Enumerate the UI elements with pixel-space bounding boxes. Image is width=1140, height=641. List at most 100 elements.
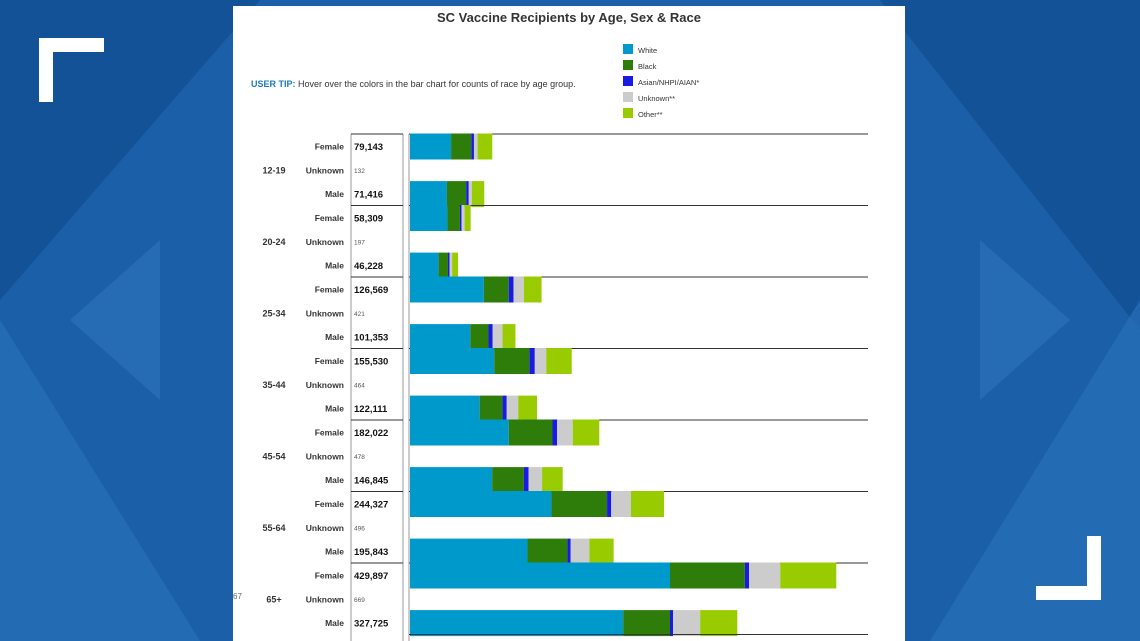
sex-label: Male (325, 189, 344, 199)
bar-segment[interactable] (494, 348, 530, 374)
bar-segment[interactable] (449, 252, 453, 279)
bar-segment[interactable] (477, 133, 493, 160)
bar-segment[interactable] (523, 467, 529, 494)
bar-segment[interactable] (447, 205, 460, 231)
bar-segment[interactable] (410, 467, 493, 494)
total-value: 478 (354, 454, 365, 461)
bar-segment[interactable] (631, 491, 665, 517)
user-tip-label: USER TIP: (251, 79, 296, 89)
bar-segment[interactable] (513, 276, 524, 303)
bar-segment[interactable] (673, 610, 701, 637)
bar-segment[interactable] (410, 538, 528, 565)
bar-segment[interactable] (410, 205, 448, 231)
bar-segment[interactable] (466, 181, 469, 208)
bar-segment[interactable] (551, 491, 608, 517)
sex-label: Male (325, 261, 344, 271)
total-value: 122,111 (354, 404, 388, 415)
stacked-bar-chart[interactable]: 12-19 Female 79,143 Unknown 132 Male 71,416 20-… (233, 6, 905, 641)
bar-segment[interactable] (464, 205, 471, 231)
bar-segment[interactable] (410, 491, 552, 517)
bar-segment[interactable] (502, 395, 507, 422)
bar-segment[interactable] (508, 276, 514, 303)
bar-segment[interactable] (438, 252, 448, 279)
sex-label: Unknown (306, 308, 344, 318)
bar-segment[interactable] (502, 324, 516, 351)
legend-label: Black (638, 62, 657, 71)
bar-segment[interactable] (780, 562, 837, 589)
bar-segment[interactable] (534, 348, 547, 374)
sex-label: Female (315, 428, 345, 438)
bar-segment[interactable] (410, 610, 624, 637)
bar-segment[interactable] (567, 538, 571, 565)
bar-segment[interactable] (410, 133, 452, 160)
bar-segment[interactable] (572, 419, 600, 446)
age-group-label: 20-24 (262, 237, 285, 247)
bar-segment[interactable] (607, 491, 612, 517)
age-group-label: 25-34 (262, 309, 285, 319)
legend-label: Unknown** (638, 94, 676, 103)
bar-segment[interactable] (459, 205, 462, 231)
bar-segment[interactable] (410, 348, 495, 374)
bar-segment[interactable] (744, 562, 750, 589)
bar-segment[interactable] (410, 181, 447, 208)
sex-label: Female (315, 213, 345, 223)
bar-segment[interactable] (749, 562, 781, 589)
chart-title: SC Vaccine Recipients by Age, Sex & Race (437, 10, 701, 25)
bar-segment[interactable] (410, 419, 509, 446)
total-value: 421 (354, 311, 365, 318)
bar-segment[interactable] (471, 181, 485, 208)
bar-segment[interactable] (529, 348, 535, 374)
bar-segment[interactable] (470, 324, 489, 351)
bar-segment[interactable] (611, 491, 631, 517)
age-group-label: 55-64 (262, 523, 285, 533)
bar-segment[interactable] (452, 252, 459, 279)
legend-swatch (623, 108, 633, 118)
bar-segment[interactable] (410, 252, 439, 279)
bar-segment[interactable] (473, 133, 478, 160)
bar-segment[interactable] (518, 395, 537, 422)
bar-segment[interactable] (410, 395, 480, 422)
bar-segment[interactable] (447, 252, 450, 279)
bar-segment[interactable] (542, 467, 563, 494)
total-value: 197 (354, 239, 365, 246)
bar-segment[interactable] (508, 419, 553, 446)
bar-segment[interactable] (546, 348, 572, 374)
total-value: 132 (354, 168, 365, 175)
bar-segment[interactable] (670, 610, 674, 637)
bar-segment[interactable] (589, 538, 614, 565)
bar-segment[interactable] (410, 276, 484, 303)
bar-segment[interactable] (488, 324, 493, 351)
bar-segment[interactable] (506, 395, 519, 422)
bar-segment[interactable] (527, 538, 568, 565)
sex-label: Male (325, 618, 344, 628)
bar-segment[interactable] (492, 467, 524, 494)
bar-segment[interactable] (410, 562, 670, 589)
bar-segment[interactable] (471, 133, 474, 160)
bar-segment[interactable] (451, 133, 472, 160)
bar-segment[interactable] (483, 276, 509, 303)
bar-segment[interactable] (468, 181, 472, 208)
age-group-label: 35-44 (262, 380, 285, 390)
total-value: 58,309 (354, 214, 383, 225)
sex-label: Unknown (306, 165, 344, 175)
bar-segment[interactable] (670, 562, 745, 589)
bar-segment[interactable] (523, 276, 542, 303)
bar-segment[interactable] (492, 324, 503, 351)
bar-segment[interactable] (446, 181, 467, 208)
bar-segment[interactable] (570, 538, 590, 565)
bar-segment[interactable] (410, 324, 471, 351)
total-value: 496 (354, 525, 365, 532)
sex-label: Male (325, 547, 344, 557)
bar-segment[interactable] (557, 419, 573, 446)
bar-segment[interactable] (528, 467, 543, 494)
bar-segment[interactable] (479, 395, 503, 422)
total-value: 195,843 (354, 547, 388, 558)
legend-swatch (623, 76, 633, 86)
bar-segment[interactable] (552, 419, 558, 446)
corner-mark-top-left (39, 38, 104, 52)
bar-segment[interactable] (461, 205, 465, 231)
bar-segment[interactable] (623, 610, 670, 637)
bar-segment[interactable] (700, 610, 738, 637)
total-value: 155,530 (354, 357, 388, 368)
user-tip-text: Hover over the colors in the bar chart f… (295, 79, 576, 89)
